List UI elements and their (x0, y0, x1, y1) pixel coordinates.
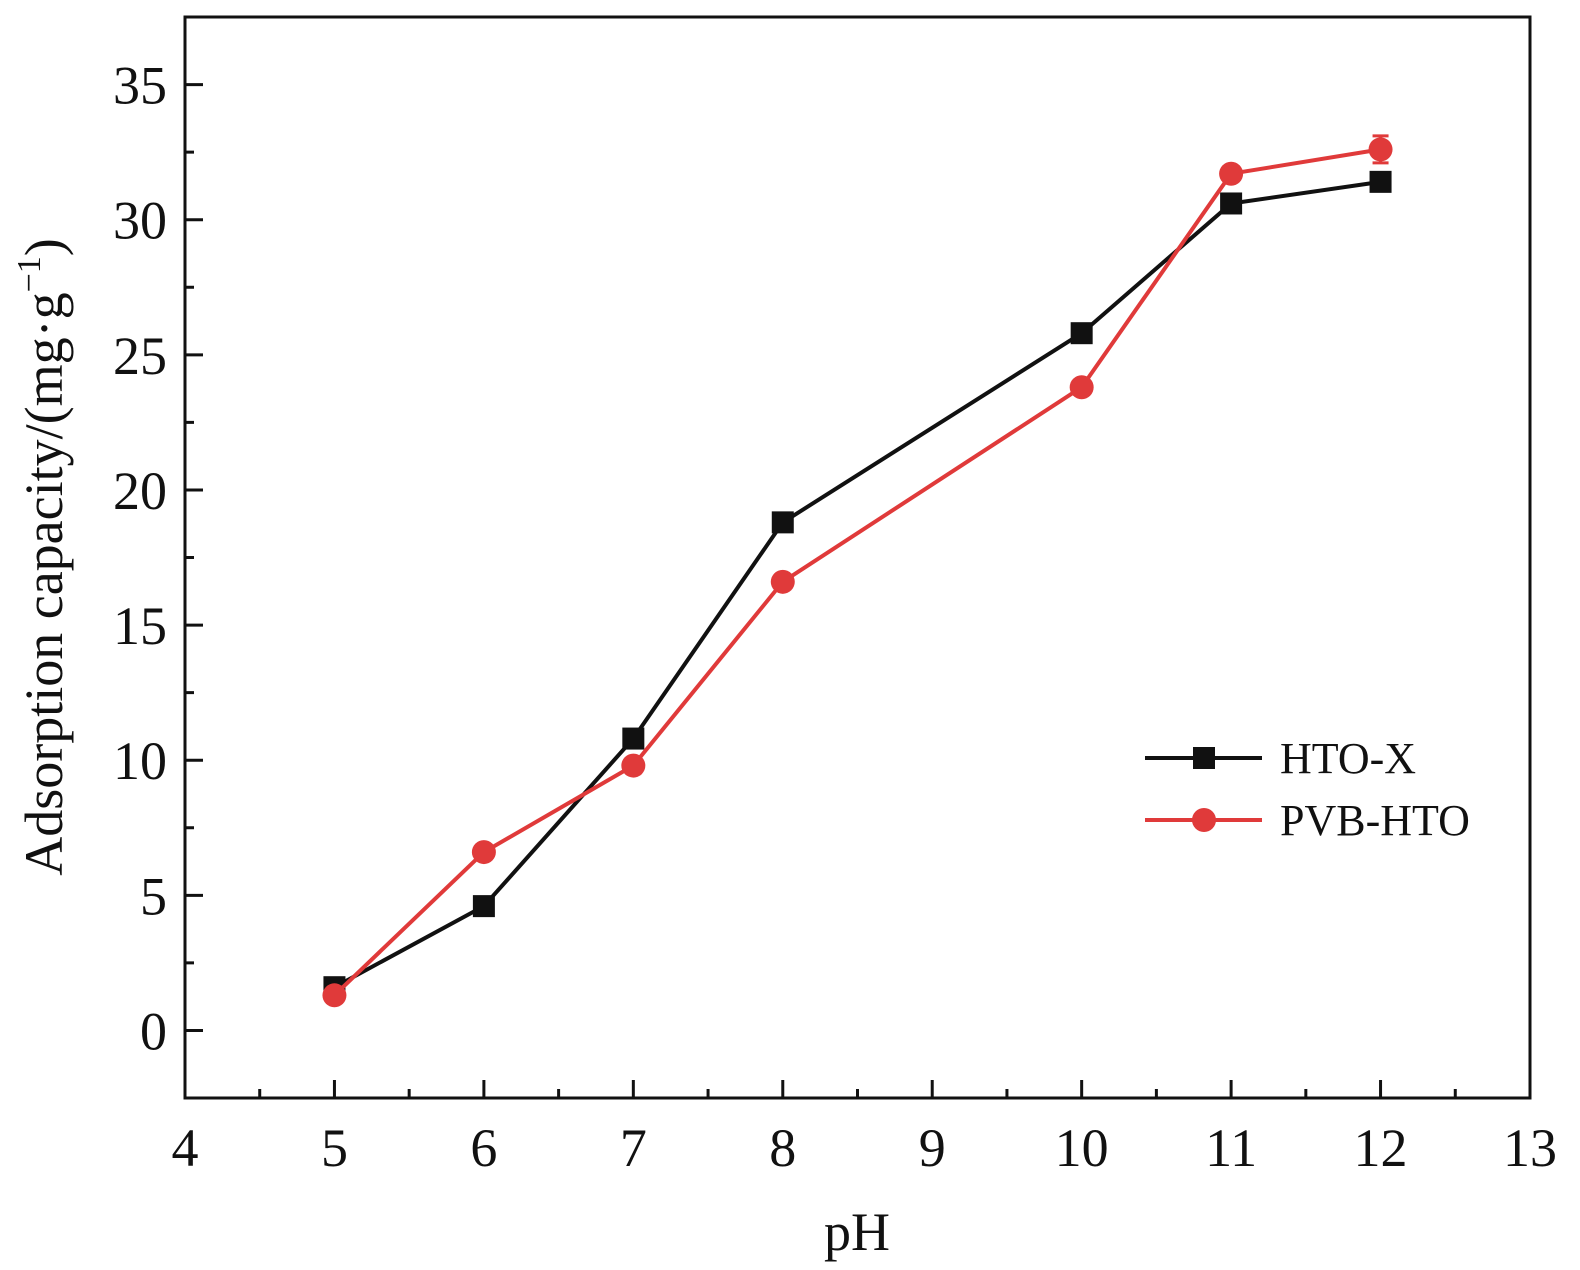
data-point (472, 895, 495, 918)
data-point (1369, 170, 1392, 193)
x-tick-label: 11 (1205, 1118, 1257, 1178)
series-layer (322, 134, 1393, 1008)
legend-label-pvb-hto: PVB-HTO (1280, 796, 1470, 845)
legend: HTO-X PVB-HTO (1145, 734, 1470, 845)
x-tick-label: 13 (1503, 1118, 1557, 1178)
y-tick-label: 20 (113, 461, 167, 521)
y-axis-title-superscript: −1 (11, 256, 48, 292)
series-pvb-hto (322, 134, 1393, 1008)
data-point (1070, 322, 1093, 345)
series-hto-x (323, 170, 1392, 999)
data-point (770, 569, 795, 594)
x-tick-label: 6 (470, 1118, 497, 1178)
y-axis-title: Adsorption capacity/(mg·g−1) (11, 238, 74, 876)
x-tick-label: 5 (321, 1118, 348, 1178)
legend-label-hto-x: HTO-X (1280, 734, 1416, 783)
data-point (1220, 192, 1243, 215)
x-tick-label: 4 (172, 1118, 199, 1178)
legend-marker-pvb-hto (1192, 808, 1216, 832)
x-tick-label: 10 (1055, 1118, 1109, 1178)
data-point (771, 511, 794, 534)
y-tick-label: 35 (113, 56, 167, 116)
x-tick-label: 7 (620, 1118, 647, 1178)
x-axis-ticks: 4 5 6 7 8 9 10 11 12 13 (172, 1080, 1557, 1178)
data-point (1219, 161, 1244, 186)
data-point (1368, 137, 1393, 162)
y-tick-label: 25 (113, 326, 167, 386)
y-tick-label: 10 (113, 731, 167, 791)
data-point (621, 753, 646, 778)
legend-marker-hto-x (1193, 747, 1215, 769)
x-tick-label: 12 (1354, 1118, 1408, 1178)
data-point (622, 727, 645, 750)
plot-frame (183, 15, 1532, 1100)
y-tick-label: 15 (113, 596, 167, 656)
data-point (471, 840, 496, 865)
x-axis-title: pH (824, 1202, 890, 1262)
y-axis-title-main: Adsorption capacity/(mg·g (14, 292, 74, 875)
y-axis-title-close: ) (14, 238, 74, 256)
data-point (322, 983, 347, 1008)
y-tick-label: 0 (140, 1001, 167, 1061)
y-tick-label: 30 (113, 191, 167, 251)
x-tick-label: 9 (919, 1118, 946, 1178)
series-line (333, 179, 1381, 989)
data-point (1069, 375, 1094, 400)
y-tick-label: 5 (140, 866, 167, 926)
y-axis-ticks: 0 5 10 15 20 25 30 35 (113, 15, 203, 1100)
x-tick-label: 8 (769, 1118, 796, 1178)
series-line (333, 147, 1381, 997)
